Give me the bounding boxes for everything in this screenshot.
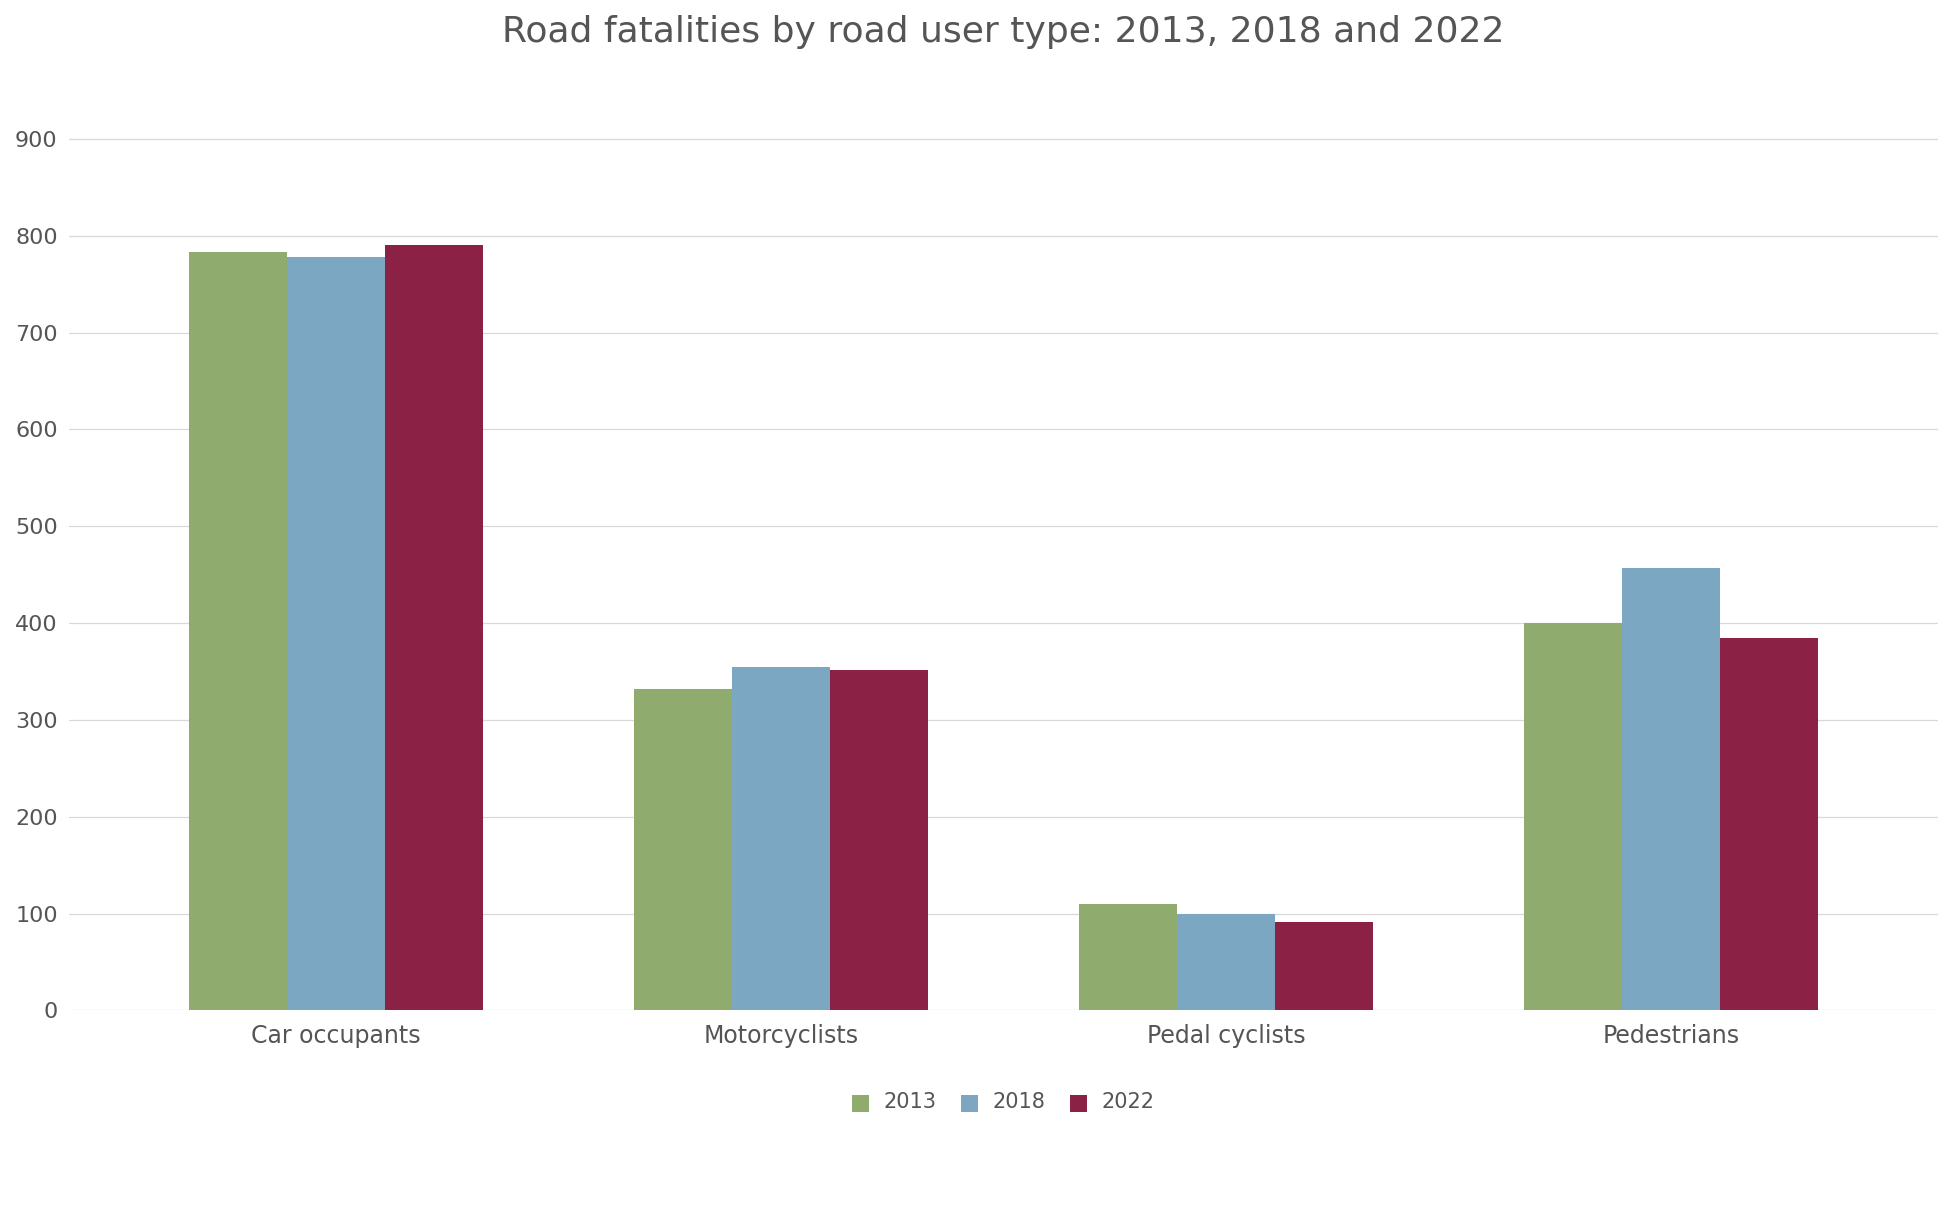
Bar	[385, 246, 482, 1010]
Bar	[1178, 914, 1275, 1010]
Bar	[287, 257, 385, 1010]
Bar	[635, 689, 732, 1010]
Legend: 2013, 2018, 2022: 2013, 2018, 2022	[844, 1082, 1164, 1120]
Bar	[1080, 904, 1178, 1010]
Title: Road fatalities by road user type: 2013, 2018 and 2022: Road fatalities by road user type: 2013,…	[502, 15, 1504, 49]
Bar	[1275, 922, 1373, 1010]
Bar	[830, 669, 928, 1010]
Bar	[1523, 623, 1623, 1010]
Bar	[1721, 637, 1818, 1010]
Bar	[189, 252, 287, 1010]
Bar	[1623, 567, 1721, 1010]
Bar	[732, 667, 830, 1010]
